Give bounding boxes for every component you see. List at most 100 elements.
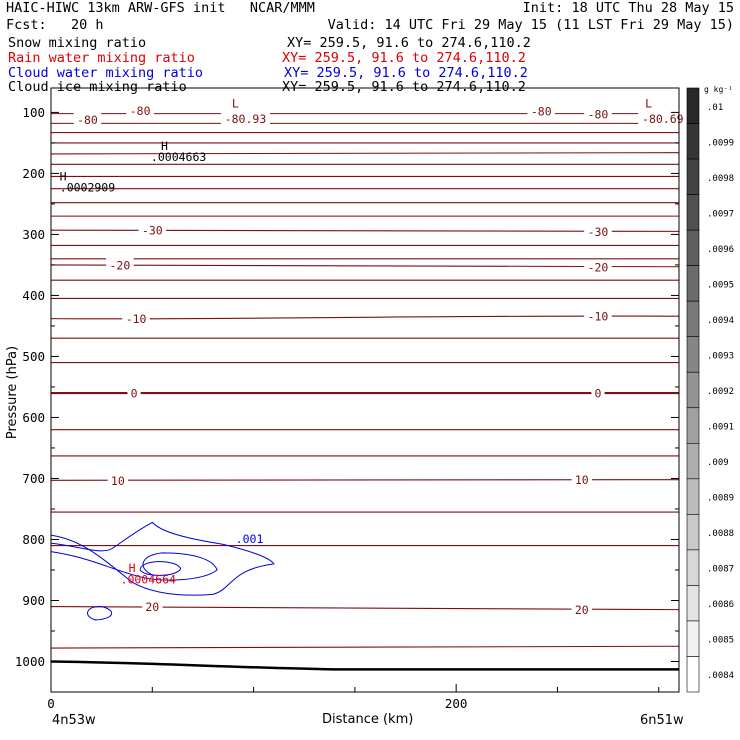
colorbar-swatch (686, 300, 700, 338)
isotherm-label-text: 10 (575, 473, 589, 487)
colorbar-label: .0093 (707, 351, 734, 361)
x-left-endpoint: 4n53w (52, 713, 96, 728)
isotherm-line (50, 175, 680, 178)
isotherm-label-text: 20 (575, 603, 589, 617)
isotherm-label-text: -30 (142, 224, 163, 238)
isotherm-line (50, 315, 680, 320)
colorbar-swatch (686, 87, 700, 124)
isotherm-label-text: -10 (588, 310, 609, 324)
isotherm-label: -80 (126, 103, 154, 118)
colorbar-label: .0092 (707, 387, 734, 397)
isotherm-label: -10 (584, 309, 612, 324)
isotherm-line (50, 151, 680, 155)
y-tick-label: 500 (22, 349, 45, 364)
colorbar-swatch (686, 265, 700, 302)
isotherm-line (50, 215, 680, 218)
colorbar-swatch (686, 549, 700, 586)
y-tick-label: 700 (22, 471, 45, 486)
y-tick-label: 600 (22, 410, 45, 425)
y-tick-label: 1000 (15, 654, 45, 669)
isotherm-label-text: 10 (111, 474, 125, 488)
x-right-endpoint: 6n51w (640, 713, 684, 728)
isotherm-line (50, 361, 680, 364)
cloud-water-contour (50, 551, 218, 581)
isotherm-label: -30 (138, 223, 167, 238)
plot-frame (50, 87, 680, 693)
isotherm-label-bg (591, 386, 605, 400)
colorbar-label: .0097 (707, 209, 734, 219)
colorbar-swatch (686, 194, 700, 231)
isotherm-label: -20 (584, 259, 612, 274)
extremum-label: .001 (236, 532, 264, 546)
colorbar-label: .0085 (707, 636, 734, 646)
colorbar-swatch (686, 371, 700, 409)
isotherm-label: 20 (142, 599, 163, 614)
isotherm-label-text: -80 (77, 113, 98, 127)
colorbar-label: .0087 (707, 565, 734, 575)
field-cloudwater-name: Cloud water mixing ratio (8, 65, 204, 81)
isotherm-label-bg (571, 472, 592, 486)
colorbar-label: .0098 (707, 174, 734, 184)
isotherm-label-text: -20 (588, 260, 609, 274)
isotherm-line (50, 511, 680, 514)
isotherm-label-bg (584, 259, 612, 273)
isotherm-label: 0 (127, 386, 141, 401)
extremum-label: .0002909 (60, 181, 115, 195)
y-tick-label: 800 (22, 532, 45, 547)
isotherm-label-text: -10 (126, 312, 147, 326)
isotherm-label-bg (106, 257, 134, 271)
isotherm-label-bg (126, 103, 154, 117)
colorbar-label: .0095 (707, 280, 734, 290)
colorbar-swatch (686, 478, 700, 515)
field-cloudice-xy: XY= 259.5, 91.6 to 274.6,110.2 (282, 79, 526, 95)
cloud-water-contour (87, 606, 113, 621)
isotherm-line (50, 142, 680, 144)
isotherm-line (50, 645, 680, 649)
field-rain-name: Rain water mixing ratio (8, 50, 195, 66)
colorbar-label: .0084 (707, 671, 734, 681)
isotherm-label-text: -80.93 (225, 112, 267, 126)
colorbar-label: .0099 (707, 138, 734, 148)
x-axis-label: Distance (km) (322, 712, 414, 727)
isotherm-label-text: 0 (594, 387, 601, 401)
y-tick-label: 900 (22, 593, 45, 608)
isotherm-label-text: 20 (145, 600, 159, 614)
isotherm-label-text: 0 (131, 387, 138, 401)
isotherm-line (50, 201, 680, 204)
isotherm-label-text: -80 (588, 108, 609, 122)
forecast-hour: Fcst: 20 h (6, 17, 104, 33)
isotherm-label: -80 (73, 112, 102, 127)
isotherm-label-bg (138, 223, 167, 237)
field-cloudwater-xy: XY= 259.5, 91.6 to 274.6,110.2 (284, 65, 528, 81)
colorbar-swatch (686, 514, 700, 551)
isotherm-line (50, 337, 680, 340)
isotherm-line (50, 428, 680, 431)
field-cloudice-name: Cloud ice mixing ratio (8, 79, 187, 95)
plot-title: HAIC-HIWC 13km ARW-GFS init NCAR/MMM (6, 0, 315, 16)
isotherm-label-bg (571, 602, 592, 616)
isotherm-label: -80.69 (638, 111, 688, 126)
colorbar-swatch (686, 620, 700, 657)
colorbar-swatch (686, 407, 700, 444)
field-rain-xy: XY= 259.5, 91.6 to 274.6,110.2 (282, 50, 526, 66)
isotherm-label-bg (584, 309, 612, 323)
terrain-surface-line (50, 660, 679, 671)
isotherm-line (50, 112, 680, 115)
y-tick-label: 400 (22, 288, 45, 303)
extremum-label: .0004663 (151, 150, 206, 164)
isotherm-label: -10 (122, 311, 150, 326)
colorbar-label: .0089 (707, 494, 734, 504)
field-snow-name: Snow mixing ratio (8, 35, 147, 51)
isotherm-label-text: -80 (130, 104, 151, 118)
isotherm-label-bg (122, 311, 150, 325)
isotherm-label-text: -30 (588, 225, 609, 239)
x-tick-label: 0 (47, 696, 55, 711)
cloud-water-contour (50, 521, 275, 596)
isotherm-label: -30 (584, 224, 612, 239)
colorbar-swatch (686, 656, 700, 693)
isotherm-line (50, 544, 680, 547)
isotherm-line (50, 244, 680, 247)
isotherm-label-bg (584, 224, 612, 238)
colorbar-swatch (686, 158, 700, 195)
isotherm-label-bg (73, 112, 102, 126)
